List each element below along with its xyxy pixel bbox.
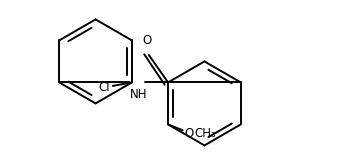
Text: Cl: Cl — [98, 81, 110, 94]
Text: O: O — [142, 34, 151, 47]
Text: CH₃: CH₃ — [194, 127, 216, 140]
Text: NH: NH — [130, 88, 148, 101]
Text: O: O — [184, 127, 194, 140]
